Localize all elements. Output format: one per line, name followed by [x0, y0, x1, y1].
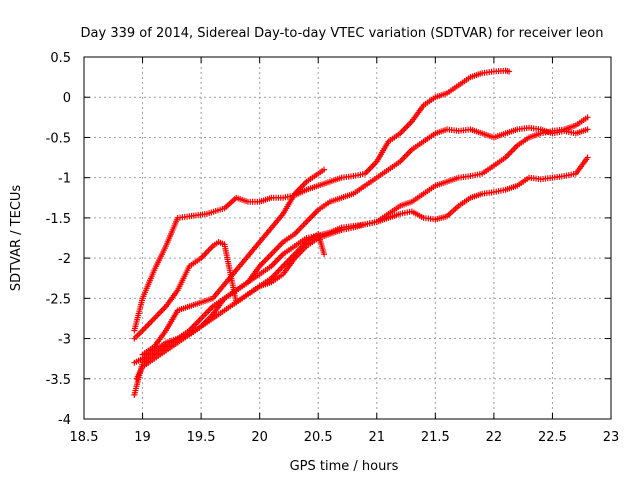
- points-layer: [131, 67, 591, 398]
- y-tick-label: -1: [58, 172, 71, 187]
- data-point: [584, 114, 591, 121]
- x-tick-label: 20: [251, 430, 268, 445]
- x-tick-label: 19.5: [187, 430, 216, 445]
- ticks-layer: 18.5 19 19.5 20 20.5 21 21.5 22 22.5 23 0.5 0 -0.5 -1…: [46, 51, 620, 445]
- data-point: [584, 126, 591, 133]
- x-tick-label: 23: [603, 430, 620, 445]
- x-axis-label: GPS time / hours: [290, 459, 399, 474]
- y-tick-label: -0.5: [46, 131, 71, 146]
- x-tick-label: 22.5: [538, 430, 567, 445]
- x-tick-label: 20.5: [304, 430, 333, 445]
- y-tick-label: -2.5: [46, 292, 71, 307]
- y-tick-label: -3: [58, 333, 71, 348]
- data-point: [506, 68, 513, 75]
- y-tick-label: 0.5: [50, 51, 71, 66]
- data-point: [584, 154, 591, 161]
- y-tick-label: -4: [58, 413, 71, 428]
- data-point: [321, 251, 328, 258]
- data-point: [321, 166, 328, 173]
- y-tick-label: -2: [58, 252, 71, 267]
- x-tick-label: 21: [369, 430, 386, 445]
- x-tick-label: 22: [486, 430, 503, 445]
- y-axis-label: SDTVAR / TECUs: [9, 185, 24, 292]
- x-tick-label: 18.5: [70, 430, 99, 445]
- y-tick-label: 0: [63, 91, 71, 106]
- x-tick-label: 21.5: [421, 430, 450, 445]
- series-track-4: [131, 154, 591, 398]
- y-tick-label: -1.5: [46, 212, 71, 227]
- plot-frame: [83, 56, 612, 420]
- x-tick-label: 19: [134, 430, 151, 445]
- series-track-1: [131, 67, 513, 334]
- series-track-6: [139, 166, 328, 358]
- grid-layer: [84, 57, 611, 419]
- chart-title: Day 339 of 2014, Sidereal Day-to-day VTE…: [81, 26, 604, 41]
- y-tick-label: -3.5: [46, 373, 71, 388]
